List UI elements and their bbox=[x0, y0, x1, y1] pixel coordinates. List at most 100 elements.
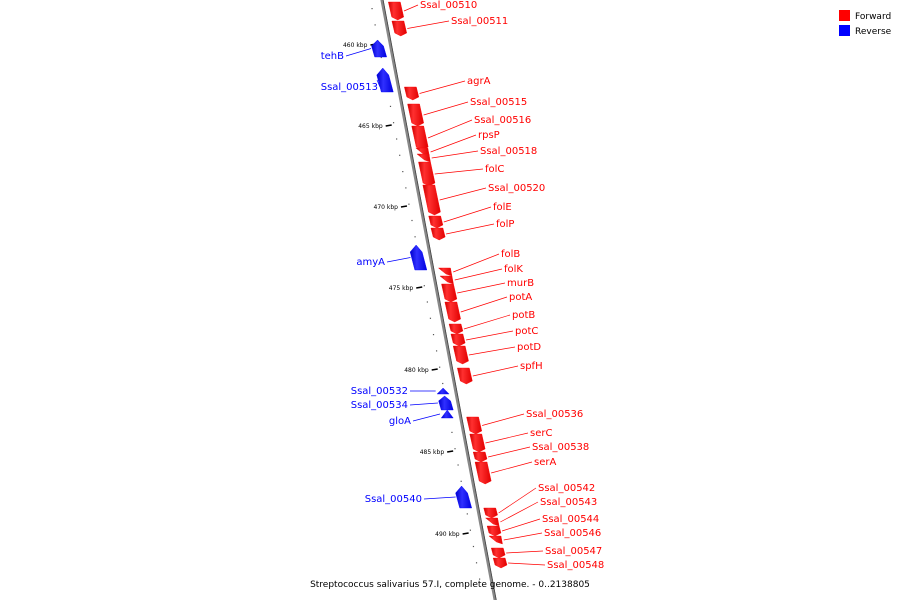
leader-line-ssal-00534 bbox=[409, 402, 438, 406]
gene-feature-ssal-00540[interactable] bbox=[455, 485, 472, 509]
gene-feature-folk[interactable] bbox=[439, 275, 454, 285]
gene-feature-ssal-00515[interactable] bbox=[407, 103, 424, 127]
gene-feature-ssal-00511[interactable] bbox=[391, 20, 407, 37]
leader-line-ssal-00520 bbox=[439, 187, 487, 201]
gene-feature-ssal-00542[interactable] bbox=[483, 507, 498, 519]
gene-label-ssal-00543[interactable]: Ssal_00543 bbox=[540, 497, 597, 508]
gene-label-folb[interactable]: folB bbox=[501, 249, 520, 260]
gene-label-fole[interactable]: folE bbox=[493, 202, 512, 213]
gene-feature-ssal-00513[interactable] bbox=[376, 67, 394, 93]
map-caption: Streptococcus salivarius 57.I, complete … bbox=[310, 580, 590, 590]
minor-tick-dot bbox=[451, 431, 453, 433]
gene-feature-ssal-00518[interactable] bbox=[416, 153, 431, 163]
gene-label-ssal-00511[interactable]: Ssal_00511 bbox=[451, 16, 508, 27]
minor-tick-dot bbox=[411, 219, 413, 222]
gene-feature-gloa[interactable] bbox=[440, 409, 454, 419]
gene-feature-ssal-00536[interactable] bbox=[466, 416, 482, 435]
gene-label-folk[interactable]: folK bbox=[504, 264, 523, 275]
gene-feature-ssal-00543[interactable] bbox=[485, 517, 500, 527]
gene-feature-ssal-00538[interactable] bbox=[472, 451, 488, 463]
minor-tick-dot bbox=[402, 171, 404, 173]
gene-feature-sera[interactable] bbox=[474, 461, 492, 485]
gene-label-potd[interactable]: potD bbox=[517, 342, 541, 353]
gene-feature-spfh[interactable] bbox=[457, 367, 473, 385]
gene-feature-ssal-00510[interactable] bbox=[388, 1, 404, 21]
gene-label-murb[interactable]: murB bbox=[507, 278, 534, 289]
leader-line-ssal-00547 bbox=[506, 550, 544, 554]
gene-label-ssal-00520[interactable]: Ssal_00520 bbox=[488, 183, 545, 194]
legend-label-reverse: Reverse bbox=[855, 27, 892, 37]
minor-tick-dot bbox=[396, 138, 398, 140]
gene-label-ssal-00547[interactable]: Ssal_00547 bbox=[545, 546, 602, 557]
gene-label-potc[interactable]: potC bbox=[515, 326, 538, 337]
gene-feature-ssal-00548[interactable] bbox=[492, 557, 508, 569]
gene-feature-ssal-00520[interactable] bbox=[422, 184, 441, 216]
gene-label-ssal-00532[interactable]: Ssal_00532 bbox=[351, 386, 408, 397]
gene-label-sera[interactable]: serA bbox=[534, 457, 556, 468]
gene-label-amya[interactable]: amyA bbox=[356, 257, 385, 268]
scale-tick-mark bbox=[400, 205, 408, 208]
gene-feature-folc[interactable] bbox=[418, 161, 436, 187]
minor-tick-dot bbox=[423, 285, 425, 287]
gene-label-spfh[interactable]: spfH bbox=[520, 361, 543, 372]
gene-feature-ssal-00544[interactable] bbox=[486, 525, 502, 537]
scale-tick-mark bbox=[462, 532, 469, 535]
gene-label-tehb[interactable]: tehB bbox=[321, 51, 344, 62]
gene-feature-potb[interactable] bbox=[448, 323, 464, 335]
gene-label-ssal-00540[interactable]: Ssal_00540 bbox=[365, 494, 422, 505]
gene-feature-ssal-00532[interactable] bbox=[436, 387, 450, 395]
minor-tick-dot bbox=[439, 366, 441, 368]
gene-label-ssal-00536[interactable]: Ssal_00536 bbox=[526, 409, 583, 420]
gene-feature-potd[interactable] bbox=[452, 345, 469, 365]
gene-label-ssal-00534[interactable]: Ssal_00534 bbox=[351, 400, 408, 411]
gene-feature-pota[interactable] bbox=[444, 301, 461, 323]
gene-label-ssal-00542[interactable]: Ssal_00542 bbox=[538, 483, 595, 494]
gene-label-ssal-00518[interactable]: Ssal_00518 bbox=[480, 146, 537, 157]
gene-feature-folb[interactable] bbox=[437, 267, 453, 277]
gene-label-folc[interactable]: folC bbox=[485, 164, 504, 175]
legend-label-forward: Forward bbox=[855, 12, 891, 22]
gene-feature-agra[interactable] bbox=[404, 86, 420, 101]
gene-feature-murb[interactable] bbox=[441, 283, 458, 303]
minor-tick-dot bbox=[460, 480, 462, 482]
gene-label-gloa[interactable]: gloA bbox=[389, 416, 411, 427]
gene-feature-ssal-00516[interactable] bbox=[411, 125, 429, 151]
gene-feature-tehb[interactable] bbox=[371, 39, 387, 58]
scale-tick-label: 485 kbp bbox=[420, 449, 445, 456]
minor-tick-dot bbox=[408, 203, 410, 205]
gene-label-ssal-00548[interactable]: Ssal_00548 bbox=[547, 560, 604, 571]
scale-tick-mark bbox=[385, 124, 392, 127]
gene-label-pota[interactable]: potA bbox=[509, 292, 532, 303]
gene-label-agra[interactable]: agrA bbox=[467, 76, 491, 87]
leader-line-ssal-00538 bbox=[488, 446, 531, 458]
gene-label-ssal-00546[interactable]: Ssal_00546 bbox=[544, 528, 601, 539]
gene-label-ssal-00516[interactable]: Ssal_00516 bbox=[474, 115, 531, 126]
leader-line-ssal-00518 bbox=[431, 150, 479, 159]
gene-label-ssal-00510[interactable]: Ssal_00510 bbox=[420, 0, 477, 11]
gene-label-ssal-00538[interactable]: Ssal_00538 bbox=[532, 442, 589, 453]
gene-feature-ssal-00534[interactable] bbox=[438, 395, 454, 411]
gene-label-ssal-00513[interactable]: Ssal_00513 bbox=[321, 82, 378, 93]
gene-label-rpsp[interactable]: rpsP bbox=[478, 130, 500, 141]
gene-label-folp[interactable]: folP bbox=[496, 219, 514, 230]
gene-label-ssal-00515[interactable]: Ssal_00515 bbox=[470, 97, 527, 108]
gene-feature-serc[interactable] bbox=[469, 433, 486, 453]
gene-feature-ssal-00547[interactable] bbox=[490, 547, 506, 559]
scale-tick-mark bbox=[416, 286, 423, 289]
legend: Forward Reverse bbox=[839, 10, 892, 37]
leader-line-ssal-00542 bbox=[498, 487, 537, 514]
gene-leader-lines bbox=[345, 4, 546, 566]
gene-label-potb[interactable]: potB bbox=[512, 310, 535, 321]
gene-label-serc[interactable]: serC bbox=[530, 428, 552, 439]
leader-line-folb bbox=[453, 253, 500, 273]
gene-feature-amya[interactable] bbox=[409, 244, 428, 271]
gene-feature-fole[interactable] bbox=[428, 215, 444, 229]
gene-label-ssal-00544[interactable]: Ssal_00544 bbox=[542, 514, 599, 525]
gene-feature-ssal-00546[interactable] bbox=[488, 535, 503, 545]
gene-feature-potc[interactable] bbox=[450, 333, 466, 347]
scale-tick-label: 490 kbp bbox=[435, 531, 460, 538]
minor-tick-dot bbox=[466, 513, 468, 515]
leader-line-potc bbox=[465, 330, 514, 341]
gene-feature-folp[interactable] bbox=[430, 227, 446, 241]
leader-line-potb bbox=[463, 314, 511, 330]
